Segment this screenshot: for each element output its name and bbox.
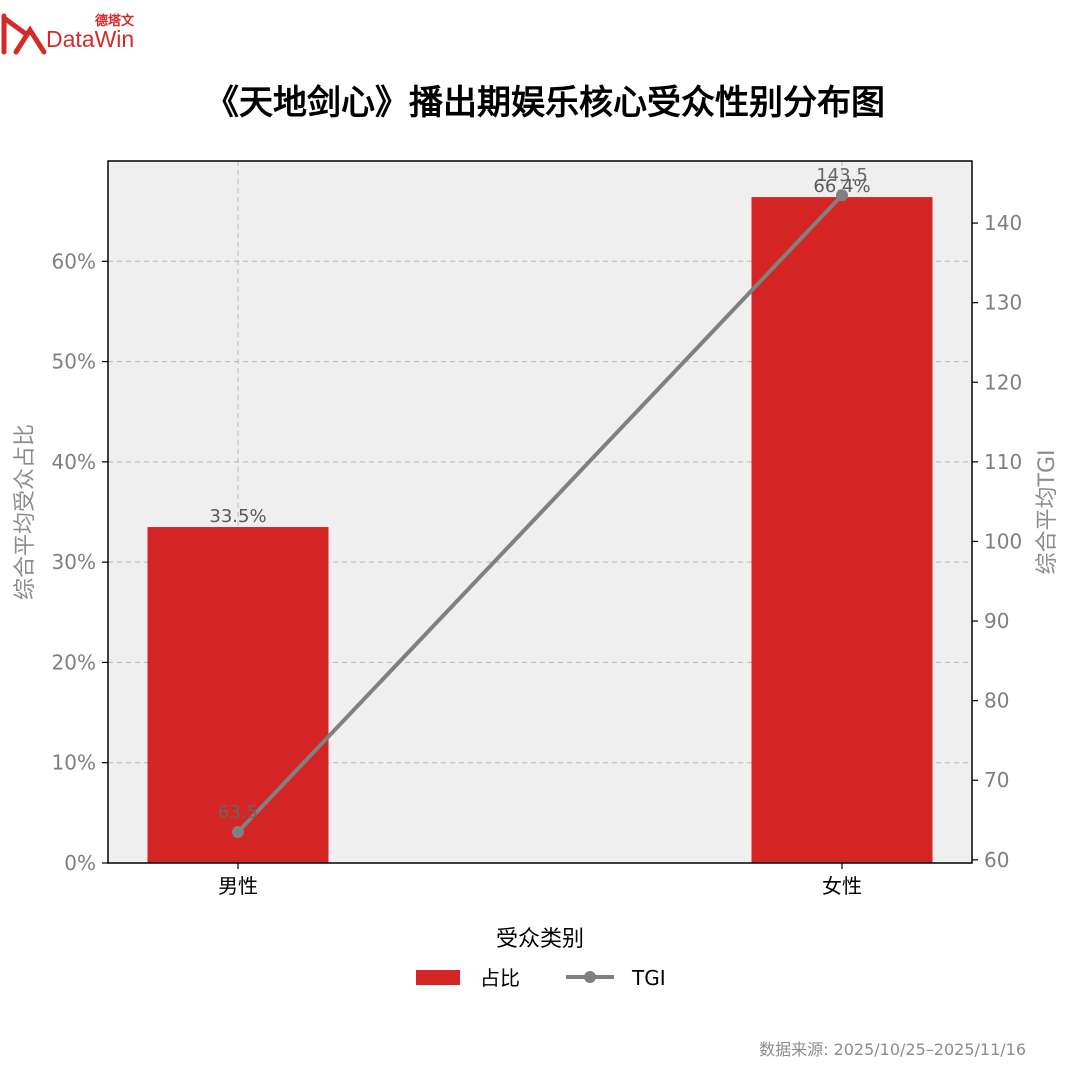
datawin-logo-mark-icon: [1, 13, 47, 55]
legend-bar-swatch: [416, 970, 460, 985]
y2-tick-label: 120: [984, 370, 1022, 394]
legend-line-marker: [584, 971, 596, 983]
plot-frame: [107, 160, 973, 864]
y2-tick-label: 100: [984, 529, 1022, 553]
right-axis-ticks: 60 70 80 90 100 110 120 130 140: [972, 211, 1022, 872]
bar-series: 33.5% 66.4%: [147, 176, 933, 864]
bar-value-label: 33.5%: [209, 506, 266, 527]
logo-text-en: DataWin: [46, 26, 135, 52]
y-tick-label: 0%: [64, 851, 96, 875]
data-source-note: 数据来源: 2025/10/25–2025/11/16: [759, 1040, 1026, 1059]
y-tick-label: 20%: [52, 650, 96, 674]
legend: 占比 TGI: [416, 966, 666, 990]
y2-tick-label: 70: [984, 768, 1009, 792]
legend-bar-label: 占比: [480, 966, 520, 990]
y-tick-label: 50%: [52, 350, 96, 374]
y2-tick-label: 90: [984, 609, 1009, 633]
y-axis-label: 综合平均受众占比: [13, 424, 38, 600]
datawin-logo: 德塔文 DataWin: [0, 8, 140, 55]
logo-text-cn: 德塔文: [95, 14, 135, 29]
y2-tick-label: 80: [984, 689, 1009, 713]
y2-tick-label: 60: [984, 848, 1009, 872]
y2-tick-label: 110: [984, 450, 1022, 474]
x-axis-ticks: 男性 女性: [218, 863, 862, 898]
x-tick-label: 男性: [218, 874, 258, 898]
chart-title: 《天地剑心》播出期娱乐核心受众性别分布图: [205, 83, 885, 123]
tgi-value-label: 143.5: [816, 165, 868, 186]
y2-tick-label: 140: [984, 211, 1022, 235]
tgi-line: [236, 193, 844, 834]
legend-line-label: TGI: [631, 966, 666, 990]
y-tick-label: 10%: [52, 751, 96, 775]
y2-tick-label: 130: [984, 291, 1022, 315]
tgi-value-label: 63.5: [218, 802, 258, 823]
left-axis-ticks: 0% 10% 20% 30% 40% 50% 60%: [52, 249, 108, 875]
y-tick-label: 30%: [52, 550, 96, 574]
tgi-point: [836, 189, 848, 202]
bar-value-label: 66.4%: [813, 176, 870, 197]
bar: [147, 527, 329, 863]
tgi-point: [232, 825, 244, 838]
bar: [751, 197, 933, 864]
y-tick-label: 40%: [52, 450, 96, 474]
x-axis-label: 受众类别: [496, 927, 584, 952]
x-tick-label: 女性: [822, 874, 862, 898]
tgi-series: 63.5 143.5: [218, 165, 868, 838]
y-tick-label: 60%: [52, 249, 96, 273]
y2-axis-label: 综合平均TGI: [1035, 450, 1060, 575]
